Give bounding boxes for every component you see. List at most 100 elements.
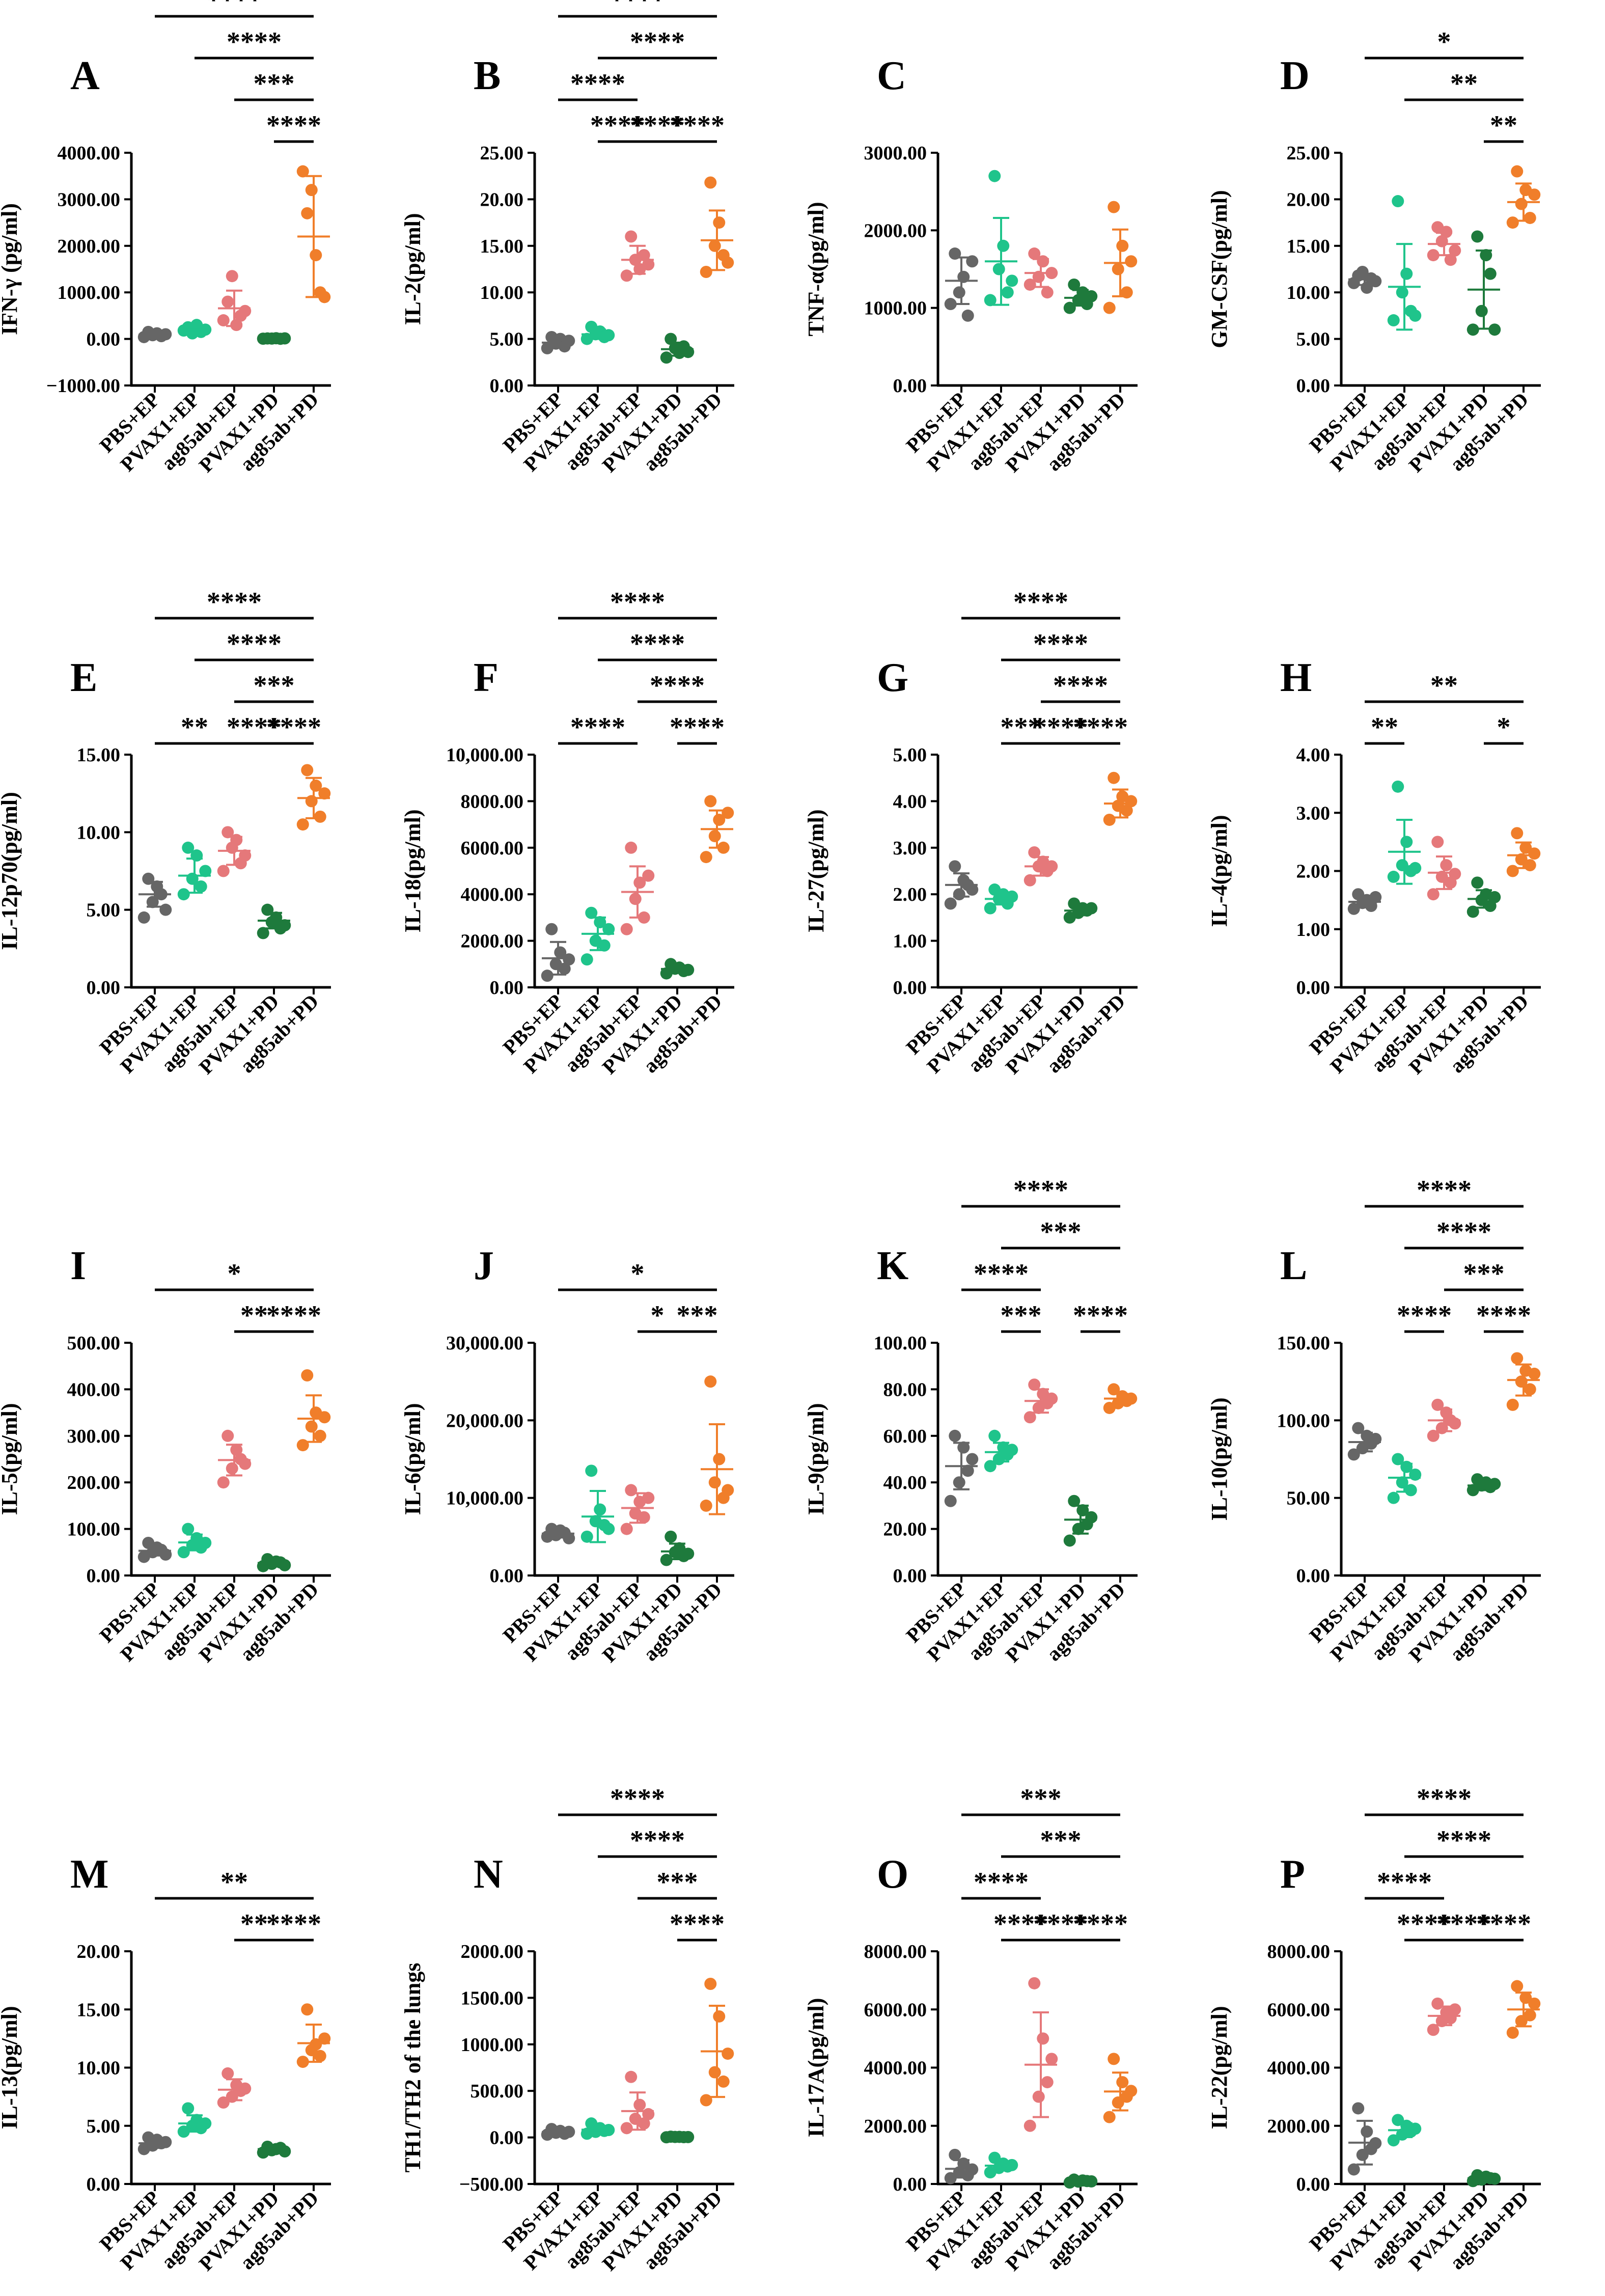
panel-J: J 0.00 10,000.00 20,000.00 30,000.00 IL-6(pg/… — [400, 1243, 734, 1667]
error-bar — [139, 1545, 171, 1557]
y-tick-label: 15.00 — [77, 744, 121, 766]
panel-letter: M — [70, 1852, 109, 1897]
y-axis-label: TNF-α(pg/ml) — [804, 202, 828, 336]
y-tick-label: 5.00 — [893, 744, 927, 766]
error-bar — [1104, 228, 1137, 297]
error-bar — [1348, 272, 1381, 286]
significance-label: ** — [240, 1300, 268, 1331]
significance-label: ** — [1430, 670, 1458, 701]
significance-label: **** — [1397, 1908, 1452, 1939]
data-point — [704, 1375, 717, 1388]
significance-label: ** — [240, 1908, 268, 1939]
data-point — [1484, 267, 1497, 280]
significance-label: **** — [610, 1783, 665, 1814]
data-point — [585, 1464, 598, 1477]
data-point — [1068, 1495, 1081, 1507]
data-point — [1023, 1411, 1036, 1424]
error-bar — [542, 940, 574, 976]
y-axis-label: IL-12p70(pg/ml) — [0, 792, 22, 950]
data-point — [1524, 211, 1536, 224]
data-point — [1028, 1977, 1041, 1989]
error-bar — [1348, 895, 1381, 908]
data-point — [305, 795, 318, 808]
significance-label: **** — [1073, 1300, 1128, 1331]
data-point — [1347, 902, 1360, 915]
data-point — [953, 286, 965, 299]
y-tick-label: 3.00 — [1296, 803, 1331, 824]
data-point — [984, 1460, 997, 1473]
panel-E: E0.005.0010.0015.00IL-12p70(pg/ml)PBS+EP… — [0, 587, 331, 1078]
data-point — [1427, 2024, 1440, 2036]
data-point — [660, 1554, 673, 1566]
data-point — [984, 294, 997, 307]
significance-label: **** — [1033, 1908, 1088, 1939]
data-point — [1125, 795, 1138, 808]
y-tick-label: 0.00 — [1296, 1565, 1331, 1587]
error-bar — [661, 341, 694, 357]
y-tick-label: 5.00 — [87, 900, 121, 921]
data-point — [1103, 301, 1116, 314]
data-point — [1085, 902, 1098, 915]
y-tick-label: 0.00 — [490, 375, 524, 397]
data-point — [314, 1429, 326, 1442]
data-point — [1511, 1980, 1524, 1993]
data-point — [1387, 1491, 1400, 1504]
data-point — [949, 2148, 961, 2161]
y-tick-label: 25.00 — [1287, 143, 1331, 164]
data-point — [953, 1476, 965, 1489]
error-bar — [945, 2159, 978, 2179]
data-point — [177, 2125, 190, 2138]
data-point — [722, 2048, 734, 2060]
error-bar — [542, 1529, 574, 1539]
y-tick-label: 4000.00 — [461, 884, 524, 905]
data-point — [704, 176, 717, 189]
error-bar — [701, 209, 733, 271]
error-bar — [1468, 889, 1500, 909]
significance-label: **** — [1436, 1216, 1491, 1247]
error-bar — [1104, 788, 1137, 819]
significance-label: *** — [1040, 1216, 1082, 1247]
data-point — [638, 2117, 650, 2130]
data-point — [722, 1484, 734, 1497]
data-point — [1409, 2122, 1422, 2135]
error-bar — [258, 1559, 290, 1566]
error-bar — [258, 2145, 290, 2153]
data-point — [1392, 195, 1404, 208]
panel-letter: J — [474, 1243, 494, 1288]
error-bar — [1104, 2071, 1137, 2112]
data-point — [217, 314, 230, 327]
y-axis-label: IL-10(pg/ml) — [1207, 1398, 1232, 1521]
data-point — [558, 962, 571, 975]
data-point — [708, 829, 721, 842]
y-tick-label: 0.00 — [1296, 375, 1331, 397]
y-tick-label: −1000.00 — [46, 375, 120, 397]
data-point — [1431, 1997, 1444, 2010]
error-bar — [621, 1492, 654, 1524]
data-point — [713, 216, 726, 229]
panel-letter: B — [474, 53, 501, 98]
panel-L: L0.0050.00100.00150.00IL-10(pg/ml)PBS+EP… — [1207, 1175, 1541, 1667]
significance-label: **** — [1417, 1175, 1472, 1205]
significance-label: **** — [1013, 1175, 1068, 1205]
error-bar — [701, 809, 733, 849]
error-bar — [621, 2091, 654, 2131]
y-tick-label: 0.00 — [893, 977, 927, 999]
y-tick-label: 400.00 — [67, 1379, 121, 1400]
error-bar — [1064, 2179, 1097, 2183]
data-point — [708, 2066, 721, 2079]
panel-letter: C — [877, 53, 906, 98]
significance-label: ** — [1450, 68, 1478, 99]
y-tick-label: 0.00 — [893, 1565, 927, 1587]
error-bar — [139, 331, 171, 338]
y-tick-label: 40.00 — [883, 1472, 927, 1493]
significance-label: **** — [570, 68, 625, 99]
significance-label: **** — [1377, 1867, 1432, 1897]
error-bar — [139, 2137, 171, 2149]
significance-label: **** — [207, 0, 262, 15]
data-point — [1085, 1511, 1098, 1524]
error-bar — [218, 1444, 251, 1477]
error-bar — [1428, 855, 1460, 890]
significance-label: **** — [1476, 1908, 1531, 1939]
y-axis-label: IL-27(pg/ml) — [804, 810, 828, 933]
data-point — [1045, 1392, 1058, 1405]
